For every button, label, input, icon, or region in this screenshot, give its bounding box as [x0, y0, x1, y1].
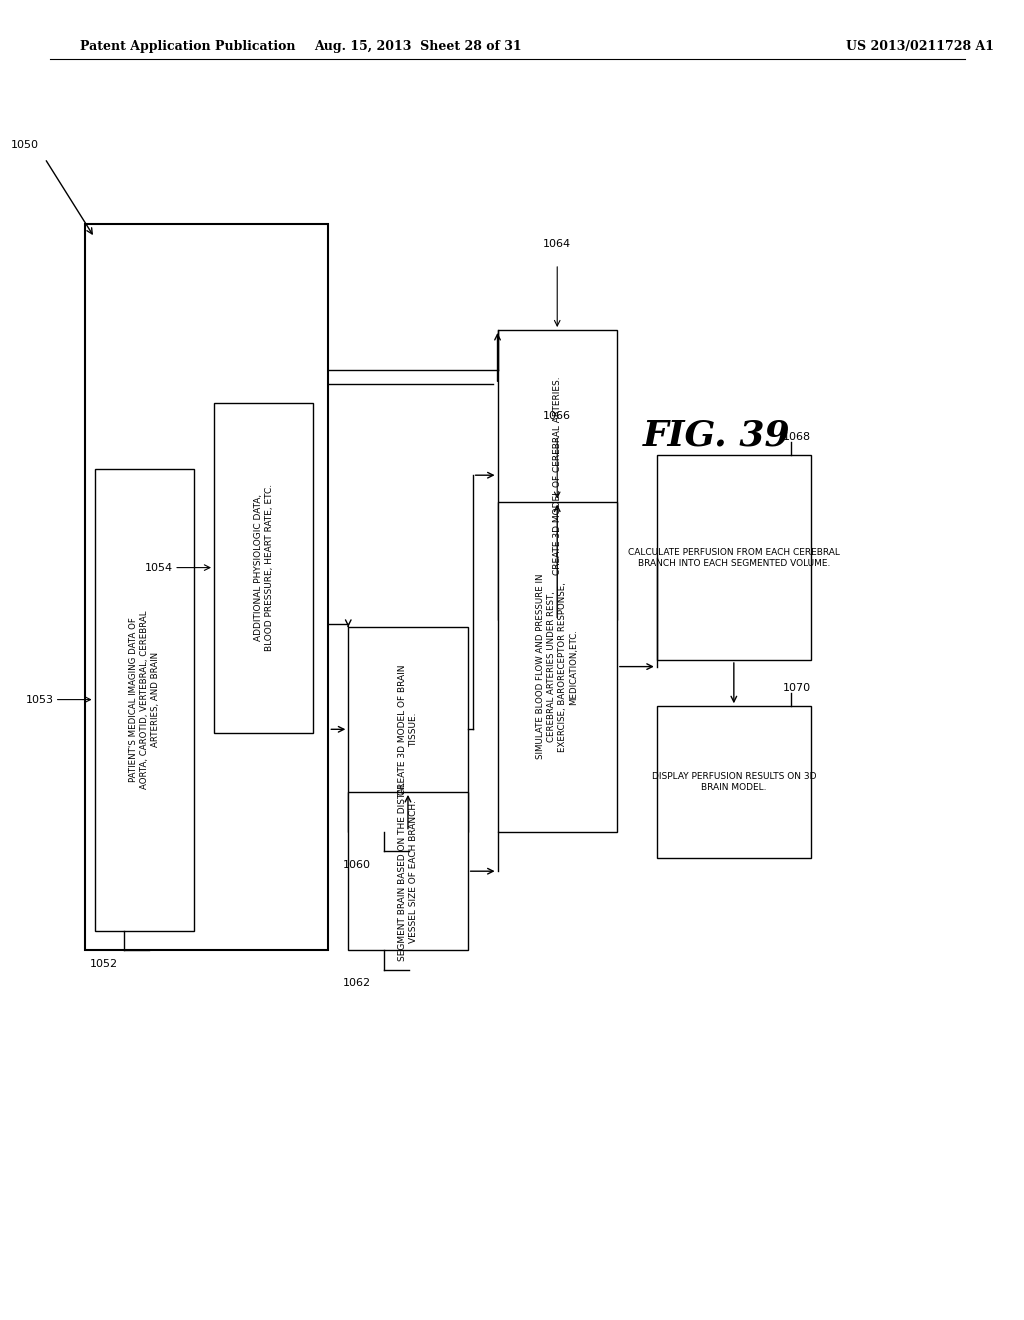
Text: SEGMENT BRAIN BASED ON THE DISTAL
VESSEL SIZE OF EACH BRANCH.: SEGMENT BRAIN BASED ON THE DISTAL VESSEL…: [398, 781, 418, 961]
Text: US 2013/0211728 A1: US 2013/0211728 A1: [846, 40, 993, 53]
FancyBboxPatch shape: [214, 403, 313, 733]
Text: 1053: 1053: [26, 694, 54, 705]
Text: DISPLAY PERFUSION RESULTS ON 3D
BRAIN MODEL.: DISPLAY PERFUSION RESULTS ON 3D BRAIN MO…: [651, 772, 816, 792]
Text: Aug. 15, 2013  Sheet 28 of 31: Aug. 15, 2013 Sheet 28 of 31: [314, 40, 522, 53]
Text: 1068: 1068: [782, 432, 811, 442]
FancyBboxPatch shape: [348, 627, 468, 832]
FancyBboxPatch shape: [656, 706, 811, 858]
Text: 1066: 1066: [543, 411, 571, 421]
Text: ADDITIONAL PHYSIOLOGIC DATA,
BLOOD PRESSURE, HEART RATE, ETC.: ADDITIONAL PHYSIOLOGIC DATA, BLOOD PRESS…: [254, 484, 273, 651]
Text: 1070: 1070: [782, 682, 811, 693]
Text: SIMULATE BLOOD FLOW AND PRESSURE IN
CEREBRAL ARTERIES UNDER REST,
EXERCISE, BARO: SIMULATE BLOOD FLOW AND PRESSURE IN CERE…: [537, 574, 579, 759]
Text: 1064: 1064: [543, 239, 571, 249]
FancyBboxPatch shape: [498, 502, 616, 832]
FancyBboxPatch shape: [656, 455, 811, 660]
Text: 1052: 1052: [89, 958, 118, 969]
Text: Patent Application Publication: Patent Application Publication: [80, 40, 295, 53]
FancyBboxPatch shape: [348, 792, 468, 950]
Bar: [85, 224, 329, 950]
FancyBboxPatch shape: [498, 330, 616, 620]
Text: 1050: 1050: [11, 140, 39, 150]
Text: CREATE 3D MODEL OF BRAIN
TISSUE.: CREATE 3D MODEL OF BRAIN TISSUE.: [398, 664, 418, 795]
Text: 1054: 1054: [145, 562, 173, 573]
Text: 1060: 1060: [343, 859, 372, 870]
Text: PATIENT'S MEDICAL IMAGING DATA OF
AORTA, CAROTID, VERTEBRAL, CEREBRAL
ARTERIES, : PATIENT'S MEDICAL IMAGING DATA OF AORTA,…: [129, 610, 160, 789]
Text: FIG. 39: FIG. 39: [643, 418, 791, 453]
Text: CREATE 3D MODEL OF CEREBRAL ARTERIES.: CREATE 3D MODEL OF CEREBRAL ARTERIES.: [553, 376, 562, 574]
Text: 1062: 1062: [343, 978, 372, 989]
Text: CALCULATE PERFUSION FROM EACH CEREBRAL
BRANCH INTO EACH SEGMENTED VOLUME.: CALCULATE PERFUSION FROM EACH CEREBRAL B…: [628, 548, 840, 568]
FancyBboxPatch shape: [94, 469, 194, 931]
